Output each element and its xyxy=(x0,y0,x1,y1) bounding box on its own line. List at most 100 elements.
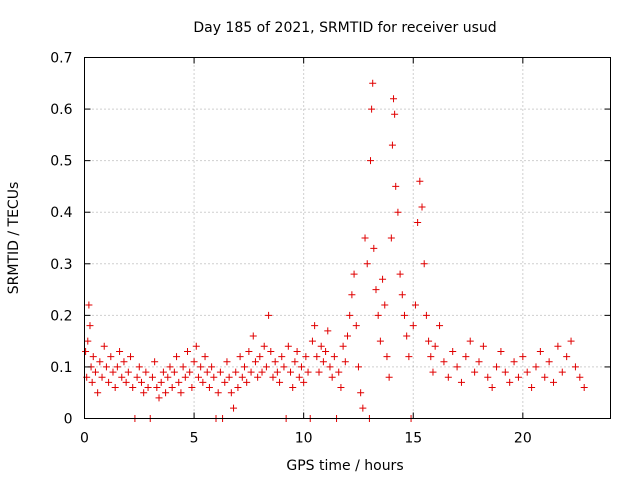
data-point xyxy=(388,141,396,149)
data-point xyxy=(102,363,110,371)
data-point xyxy=(319,358,327,366)
data-point xyxy=(181,373,189,381)
data-point xyxy=(179,363,187,371)
data-point xyxy=(89,353,97,361)
data-point xyxy=(100,342,108,350)
data-point xyxy=(192,342,200,350)
data-point xyxy=(164,373,172,381)
data-point xyxy=(236,353,244,361)
data-point xyxy=(558,368,566,376)
y-axis-label: SRMTID / TECUs xyxy=(6,182,22,295)
data-point xyxy=(265,311,273,319)
data-point xyxy=(431,342,439,350)
data-point xyxy=(385,373,393,381)
data-point xyxy=(133,373,141,381)
data-point xyxy=(140,389,148,397)
data-point xyxy=(278,353,286,361)
data-point xyxy=(394,208,402,216)
data-point xyxy=(335,368,343,376)
data-point xyxy=(232,368,240,376)
data-point xyxy=(297,363,305,371)
data-point xyxy=(440,358,448,366)
data-point xyxy=(519,353,527,361)
data-point xyxy=(205,384,213,392)
data-point xyxy=(449,347,457,355)
data-point xyxy=(173,353,181,361)
data-point xyxy=(315,368,323,376)
data-point xyxy=(580,384,588,392)
data-point xyxy=(124,368,132,376)
x-tick-label: 0 xyxy=(80,431,89,447)
axis-ticks: 0 5 10 15 20 0 0.1 0.2 0.3 0.4 0.5 0.6 0.7 xyxy=(50,51,611,447)
data-point xyxy=(376,337,384,345)
y-tick-label: 0.3 xyxy=(50,257,72,273)
data-point xyxy=(142,368,150,376)
y-tick-label: 0.5 xyxy=(50,154,72,170)
y-tick-label: 0.6 xyxy=(50,102,72,118)
data-point xyxy=(396,270,404,278)
data-point xyxy=(291,358,299,366)
data-point xyxy=(210,373,218,381)
data-point xyxy=(420,260,428,268)
data-point xyxy=(405,353,413,361)
data-point xyxy=(444,373,452,381)
data-point xyxy=(330,353,338,361)
data-point xyxy=(116,347,124,355)
data-point xyxy=(225,373,233,381)
grid xyxy=(84,57,611,419)
data-point xyxy=(383,353,391,361)
data-point xyxy=(113,363,121,371)
data-point xyxy=(230,404,238,412)
data-point xyxy=(414,219,422,227)
data-point xyxy=(317,342,325,350)
y-tick-label: 0.1 xyxy=(50,360,72,376)
data-point xyxy=(302,353,310,361)
data-point xyxy=(328,373,336,381)
data-point xyxy=(429,368,437,376)
data-point xyxy=(127,353,135,361)
data-point xyxy=(350,270,358,278)
data-point xyxy=(184,347,192,355)
data-point xyxy=(541,373,549,381)
data-point xyxy=(341,358,349,366)
data-point xyxy=(523,368,531,376)
data-point xyxy=(284,342,292,350)
y-tick-label: 0 xyxy=(64,412,73,428)
data-point xyxy=(170,368,178,376)
data-point xyxy=(105,378,113,386)
data-point xyxy=(287,368,295,376)
data-point xyxy=(392,182,400,190)
data-point xyxy=(203,368,211,376)
data-point xyxy=(111,384,119,392)
data-point xyxy=(359,404,367,412)
data-point xyxy=(269,373,277,381)
data-point xyxy=(550,378,558,386)
data-point xyxy=(532,363,540,371)
data-point xyxy=(337,384,345,392)
plot-frame xyxy=(84,57,611,419)
data-point xyxy=(157,378,165,386)
data-point xyxy=(144,384,152,392)
data-point xyxy=(501,368,509,376)
data-point xyxy=(322,347,330,355)
data-point xyxy=(194,373,202,381)
data-point xyxy=(84,337,92,345)
data-point xyxy=(273,368,281,376)
data-point xyxy=(493,363,501,371)
data-point xyxy=(85,301,93,309)
data-point xyxy=(240,363,248,371)
data-points xyxy=(82,79,588,422)
data-point xyxy=(466,337,474,345)
data-point xyxy=(411,301,419,309)
data-point xyxy=(214,389,222,397)
chart-title: Day 185 of 2021, SRMTID for receiver usu… xyxy=(193,20,496,36)
data-point xyxy=(545,358,553,366)
data-point xyxy=(249,332,257,340)
data-point xyxy=(190,358,198,366)
data-point xyxy=(271,358,279,366)
data-point xyxy=(109,368,117,376)
data-point xyxy=(488,384,496,392)
data-point xyxy=(313,353,321,361)
data-point xyxy=(379,275,387,283)
data-point xyxy=(571,363,579,371)
